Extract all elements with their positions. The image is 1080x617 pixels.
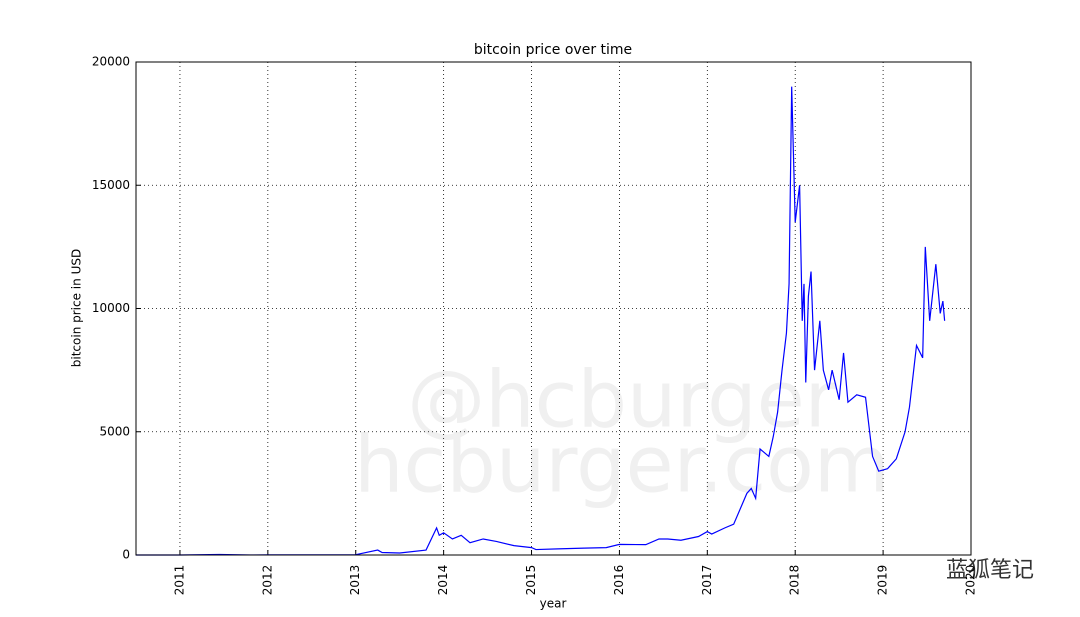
badge: 蓝狐笔记 — [946, 558, 1034, 583]
y-tick-label: 5000 — [99, 424, 130, 438]
x-axis-label: year — [540, 597, 567, 611]
x-tick-label: 2018 — [788, 565, 802, 596]
x-tick-label: 2016 — [612, 565, 626, 596]
x-tick-label: 2012 — [260, 565, 274, 596]
plot-frame — [135, 61, 972, 556]
x-tick-label: 2020 — [964, 565, 978, 596]
x-tick-label: 2013 — [348, 565, 362, 596]
chart-title: bitcoin price over time — [474, 42, 632, 58]
x-tick-label: 2017 — [700, 565, 714, 596]
price-line — [135, 86, 946, 556]
watermark: hcburger.com — [354, 420, 890, 510]
y-tick-label: 15000 — [92, 178, 130, 192]
x-tick-label: 2015 — [524, 565, 538, 596]
watermark: @hcburger — [407, 355, 837, 445]
x-tick-label: 2011 — [172, 565, 186, 596]
x-tick-label: 2019 — [876, 565, 890, 596]
y-axis-label: bitcoin price in USD — [70, 249, 84, 367]
y-tick-label: 10000 — [92, 301, 130, 315]
x-tick-label: 2014 — [436, 565, 450, 596]
y-tick-label: 0 — [122, 548, 130, 562]
y-tick-label: 20000 — [92, 55, 130, 69]
